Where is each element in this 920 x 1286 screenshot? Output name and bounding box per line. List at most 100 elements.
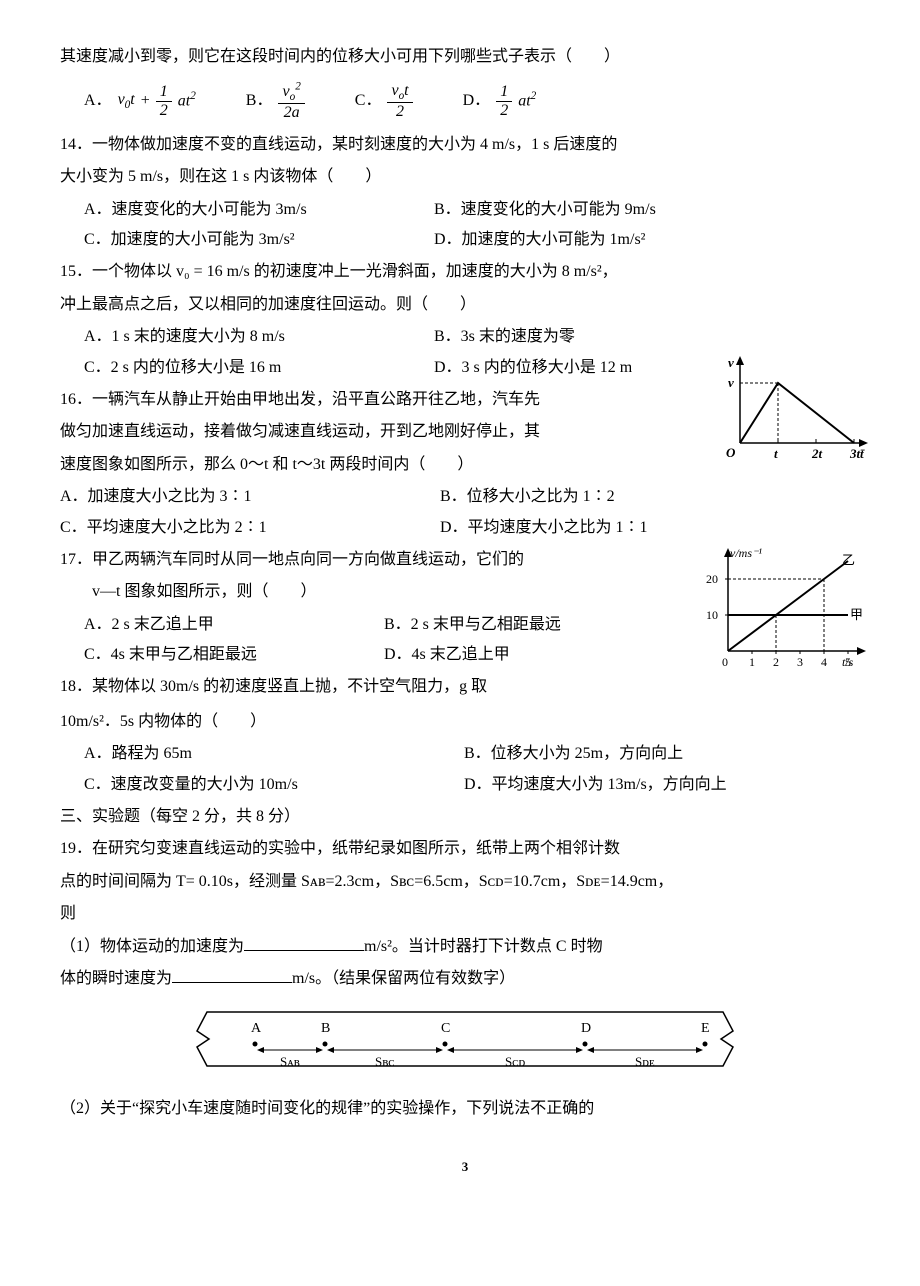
svg-text:Sᴅᴇ: Sᴅᴇ — [635, 1054, 655, 1069]
eqD-den: 2 — [496, 101, 512, 120]
q19-p1a-text: （1）物体运动的加速度为 — [60, 938, 244, 955]
svg-text:t: t — [774, 446, 778, 461]
q19-stem3: 则 — [60, 899, 870, 929]
q16-stem3: 速度图象如图所示，那么 0～t 和 t～3t 两段时间内（ ） — [60, 450, 710, 480]
svg-text:Sʙᴄ: Sʙᴄ — [375, 1054, 395, 1069]
q16-chart: vv Ot 2t 3tt̄ — [720, 353, 870, 463]
svg-text:2: 2 — [773, 655, 779, 669]
blank-accel[interactable] — [244, 934, 364, 951]
svg-text:甲: 甲 — [850, 607, 863, 622]
q17-stem1: 17．甲乙两辆汽车同时从同一地点向同一方向做直线运动，它们的 — [60, 545, 690, 575]
svg-text:3: 3 — [797, 655, 803, 669]
eqD-at: at — [518, 92, 530, 109]
eqA-at: at — [178, 92, 190, 109]
svg-text:t/s: t/s — [842, 655, 854, 669]
q18-opt-B: B．位移大小为 25m，方向向上 — [464, 739, 683, 769]
svg-text:20: 20 — [706, 572, 718, 586]
svg-text:E: E — [701, 1021, 710, 1036]
q18-stem2: 10m/s²．5s 内物体的（ ） — [60, 707, 870, 737]
svg-text:O: O — [726, 445, 736, 460]
q15-opt-B: B．3s 末的速度为零 — [434, 322, 575, 352]
svg-text:A: A — [251, 1021, 262, 1036]
svg-text:v: v — [728, 355, 734, 370]
q19-part1a: （1）物体运动的加速度为 m/s²。当计时器打下计数点 C 时物 — [60, 932, 870, 962]
q13-opt-B: B． vo2 2a — [246, 80, 305, 121]
svg-text:v/ms⁻¹: v/ms⁻¹ — [730, 546, 762, 560]
q16-opt-B: B．位移大小之比为 1∶2 — [440, 482, 615, 512]
eqD-num: 1 — [496, 83, 512, 101]
blank-velocity[interactable] — [172, 966, 292, 983]
eqA-t: t — [130, 91, 134, 108]
svg-text:0: 0 — [722, 655, 728, 669]
q18-opt-A: A．路程为 65m — [84, 739, 424, 769]
q17-opt-D: D．4s 末乙追上甲 — [384, 640, 510, 670]
q13-opt-A: A． v0t + 12at2 — [84, 83, 196, 119]
svg-text:B: B — [321, 1021, 330, 1036]
opt-label: D． — [463, 86, 491, 116]
eqB-o: o — [290, 91, 296, 103]
svg-text:乙: 乙 — [842, 552, 855, 567]
opt-label: A． — [84, 86, 112, 116]
q14-opt-D: D．加速度的大小可能为 1m/s² — [434, 225, 645, 255]
q18-opt-D: D．平均速度大小为 13m/s，方向向上 — [464, 770, 727, 800]
q15-stem1: 15．一个物体以 v₀ = 16 m/s 的初速度冲上一光滑斜面，加速度的大小为… — [60, 257, 870, 287]
q17-stem2: v—t 图象如图所示，则（ ） — [60, 577, 690, 607]
q17-chart: 1020123450v/ms⁻¹t/s甲乙 — [700, 543, 870, 673]
eqA-den: 2 — [156, 101, 172, 120]
q17-opt-C: C．4s 末甲与乙相距最远 — [84, 640, 344, 670]
opt-label: B． — [246, 86, 273, 116]
opt-label: C． — [355, 86, 382, 116]
q16-stem1: 16．一辆汽车从静止开始由甲地出发，沿平直公路开往乙地，汽车先 — [60, 385, 710, 415]
eqB-v: v — [282, 83, 289, 100]
svg-text:2t: 2t — [811, 446, 823, 461]
svg-text:Sᴄᴅ: Sᴄᴅ — [505, 1054, 525, 1069]
q18-stem1: 18．某物体以 30m/s 的初速度竖直上抛，不计空气阻力，g 取 — [60, 672, 690, 702]
svg-text:3t: 3t — [849, 446, 861, 461]
svg-text:Sᴀʙ: Sᴀʙ — [280, 1054, 300, 1069]
svg-text:C: C — [441, 1021, 450, 1036]
q17-opt-B: B．2 s 末甲与乙相距最远 — [384, 610, 561, 640]
q19-stem2: 点的时间间隔为 T= 0.10s，经测量 Sᴀʙ=2.3cm，Sʙᴄ=6.5cm… — [60, 867, 870, 897]
q19-stem1: 19．在研究匀变速直线运动的实验中，纸带纪录如图所示，纸带上两个相邻计数 — [60, 834, 870, 864]
q15-stem2: 冲上最高点之后，又以相同的加速度往回运动。则（ ） — [60, 290, 870, 320]
svg-text:10: 10 — [706, 608, 718, 622]
q14-stem2: 大小变为 5 m/s，则在这 1 s 内该物体（ ） — [60, 162, 870, 192]
q17-opt-A: A．2 s 末乙追上甲 — [84, 610, 344, 640]
q16-opt-D: D．平均速度大小之比为 1∶1 — [440, 513, 648, 543]
q13-opt-C: C． vot2 — [355, 82, 413, 121]
q19-p1d-text: m/s。（结果保留两位有效数字） — [292, 970, 515, 987]
q19-part1b: 体的瞬时速度为 m/s。（结果保留两位有效数字） — [60, 964, 870, 994]
svg-text:t̄: t̄ — [860, 446, 866, 461]
eqA-plus: + — [141, 86, 150, 116]
svg-text:D: D — [581, 1021, 591, 1036]
eqD-sq: 2 — [531, 90, 537, 102]
q16-stem2: 做匀加速直线运动，接着做匀减速直线运动，开到乙地刚好停止，其 — [60, 417, 710, 447]
eqA-v: v — [118, 91, 125, 108]
q14-opt-B: B．速度变化的大小可能为 9m/s — [434, 195, 656, 225]
q19-p1b-text: m/s²。当计时器打下计数点 C 时物 — [364, 938, 603, 955]
eqA-sq: 2 — [190, 90, 196, 102]
q15-opt-C: C．2 s 内的位移大小是 16 m — [84, 353, 394, 383]
q13-options: A． v0t + 12at2 B． vo22a C． vot2 D． 12at2 — [60, 80, 870, 121]
q19-p1c-text: 体的瞬时速度为 — [60, 970, 172, 987]
eqB-sq: 2 — [295, 80, 301, 92]
q13-remainder: 其速度减小到零，则它在这段时间内的位移大小可用下列哪些式子表示（ ） — [60, 42, 870, 72]
q19-tape-diagram: A B C D E Sᴀʙ Sʙᴄ Sᴄᴅ Sᴅᴇ — [60, 1004, 870, 1074]
eqC-t: t — [404, 82, 408, 99]
q15-opt-A: A．1 s 末的速度大小为 8 m/s — [84, 322, 394, 352]
eqA-num: 1 — [156, 83, 172, 101]
q14-opt-A: A．速度变化的大小可能为 3m/s — [84, 195, 394, 225]
q13-opt-D: D． 12at2 — [463, 83, 537, 119]
svg-text:1: 1 — [749, 655, 755, 669]
eqC-den: 2 — [387, 102, 412, 121]
page-number: 3 — [60, 1155, 870, 1180]
q18-opt-C: C．速度改变量的大小为 10m/s — [84, 770, 424, 800]
q14-opt-C: C．加速度的大小可能为 3m/s² — [84, 225, 394, 255]
q14-stem1: 14．一物体做加速度不变的直线运动，某时刻速度的大小为 4 m/s，1 s 后速… — [60, 130, 870, 160]
svg-text:v: v — [728, 375, 734, 390]
q16-opt-C: C．平均速度大小之比为 2∶1 — [60, 513, 400, 543]
eqC-v: v — [391, 82, 398, 99]
eqB-den: 2a — [278, 103, 304, 122]
q15-opt-D: D．3 s 内的位移大小是 12 m — [434, 353, 632, 383]
section3-heading: 三、实验题（每空 2 分，共 8 分） — [60, 802, 870, 832]
